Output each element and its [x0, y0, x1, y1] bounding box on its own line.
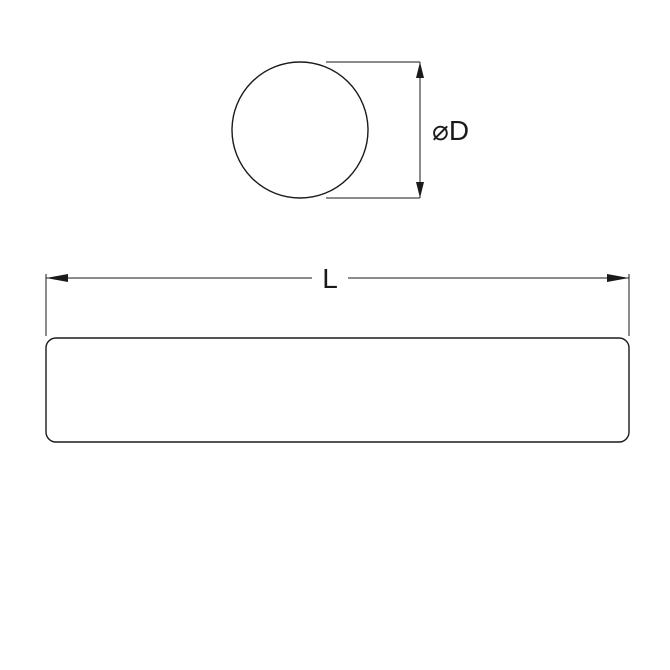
length-label: L [322, 263, 338, 294]
technical-drawing-canvas: ⌀D L [0, 0, 670, 670]
diameter-label: ⌀D [432, 115, 469, 146]
drawing-svg: ⌀D L [0, 0, 670, 670]
